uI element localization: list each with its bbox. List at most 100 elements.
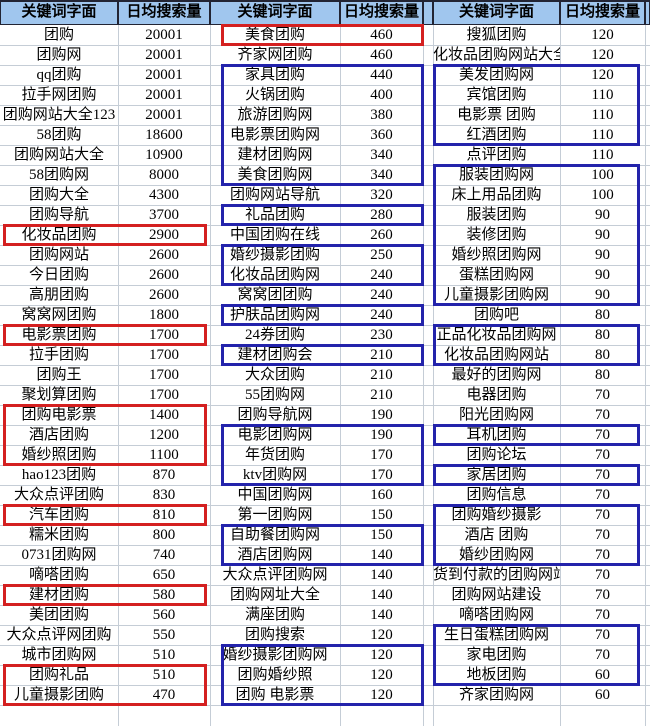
keyword-cell[interactable]: 团购婚纱照 bbox=[237, 667, 313, 683]
volume-cell[interactable]: 100 bbox=[591, 187, 614, 203]
keyword-cell[interactable]: 窝窝网团购 bbox=[21, 307, 97, 323]
volume-cell[interactable]: 110 bbox=[591, 127, 614, 143]
volume-cell[interactable]: 80 bbox=[595, 327, 610, 343]
volume-cell[interactable]: 90 bbox=[595, 287, 610, 303]
volume-cell[interactable]: 210 bbox=[370, 367, 393, 383]
volume-cell[interactable]: 20001 bbox=[145, 107, 183, 123]
keyword-cell[interactable]: 地板团购 bbox=[466, 667, 527, 683]
volume-cell[interactable]: 1700 bbox=[149, 327, 179, 343]
keyword-cell[interactable]: 阳光团购网 bbox=[458, 407, 534, 423]
keyword-cell[interactable]: 火锅团购 bbox=[244, 87, 305, 103]
volume-cell[interactable]: 1100 bbox=[149, 447, 179, 463]
volume-cell[interactable]: 340 bbox=[370, 147, 393, 163]
volume-cell[interactable]: 110 bbox=[591, 87, 614, 103]
volume-cell[interactable]: 80 bbox=[595, 307, 610, 323]
volume-cell[interactable]: 160 bbox=[370, 487, 393, 503]
volume-cell[interactable]: 70 bbox=[595, 447, 610, 463]
volume-cell[interactable]: 3700 bbox=[149, 207, 179, 223]
keyword-cell[interactable]: 建材团购网 bbox=[237, 147, 313, 163]
volume-cell[interactable]: 70 bbox=[595, 567, 610, 583]
volume-cell[interactable]: 2600 bbox=[149, 247, 179, 263]
keyword-column-header[interactable]: 关键词字面 bbox=[433, 0, 560, 25]
volume-cell[interactable]: 170 bbox=[370, 447, 393, 463]
volume-cell[interactable]: 60 bbox=[595, 667, 610, 683]
keyword-cell[interactable]: 团购搜索 bbox=[244, 627, 305, 643]
volume-cell[interactable]: 150 bbox=[370, 527, 393, 543]
volume-cell[interactable]: 120 bbox=[370, 647, 393, 663]
volume-cell[interactable]: 1200 bbox=[149, 427, 179, 443]
volume-cell[interactable]: 70 bbox=[595, 647, 610, 663]
keyword-cell[interactable]: 护肤品团购网 bbox=[229, 307, 320, 323]
keyword-cell[interactable]: 美食团购 bbox=[244, 27, 305, 43]
keyword-cell[interactable]: 床上用品团购 bbox=[451, 187, 542, 203]
volume-cell[interactable]: 170 bbox=[370, 467, 393, 483]
volume-cell[interactable]: 120 bbox=[591, 67, 614, 83]
volume-cell[interactable]: 1700 bbox=[149, 347, 179, 363]
volume-cell[interactable]: 120 bbox=[370, 667, 393, 683]
volume-cell[interactable]: 140 bbox=[370, 607, 393, 623]
keyword-cell[interactable]: 中国团购在线 bbox=[229, 227, 320, 243]
volume-cell[interactable]: 100 bbox=[591, 167, 614, 183]
keyword-cell[interactable]: 蛋糕团购网 bbox=[458, 267, 534, 283]
keyword-cell[interactable]: 家具团购 bbox=[244, 67, 305, 83]
volume-cell[interactable]: 460 bbox=[370, 47, 393, 63]
keyword-cell[interactable]: 自助餐团购网 bbox=[229, 527, 320, 543]
keyword-cell[interactable]: 团购婚纱摄影 bbox=[451, 507, 542, 523]
volume-cell[interactable]: 360 bbox=[370, 127, 393, 143]
keyword-cell[interactable]: 宾馆团购 bbox=[466, 87, 527, 103]
volume-cell[interactable]: 550 bbox=[152, 627, 176, 643]
keyword-cell[interactable]: 婚纱照团购网 bbox=[451, 247, 542, 263]
volume-cell[interactable]: 2900 bbox=[149, 227, 179, 243]
volume-cell[interactable]: 400 bbox=[370, 87, 393, 103]
volume-cell[interactable]: 140 bbox=[370, 587, 393, 603]
volume-cell[interactable]: 210 bbox=[370, 347, 393, 363]
keyword-cell[interactable]: 美发团购网 bbox=[458, 67, 534, 83]
keyword-cell[interactable]: 齐家网团购 bbox=[237, 47, 313, 63]
keyword-cell[interactable]: 团购 电影票 bbox=[235, 687, 315, 703]
volume-cell[interactable]: 650 bbox=[152, 567, 176, 583]
volume-cell[interactable]: 110 bbox=[591, 147, 614, 163]
volume-cell[interactable]: 800 bbox=[152, 527, 176, 543]
keyword-cell[interactable]: 婚纱摄影团购网 bbox=[222, 647, 328, 663]
keyword-cell[interactable]: 家电团购 bbox=[466, 647, 527, 663]
keyword-cell[interactable]: 拉手网团购 bbox=[21, 87, 97, 103]
keyword-cell[interactable]: 嘀嗒团购 bbox=[28, 567, 89, 583]
keyword-cell[interactable]: 礼品团购 bbox=[244, 207, 305, 223]
keyword-cell[interactable]: 24券团购 bbox=[244, 327, 305, 343]
keyword-cell[interactable]: 高朋团购 bbox=[28, 287, 89, 303]
volume-cell[interactable]: 70 bbox=[595, 467, 610, 483]
keyword-cell[interactable]: 大众点评团购 bbox=[13, 487, 104, 503]
volume-cell[interactable]: 230 bbox=[370, 327, 393, 343]
keyword-cell[interactable]: 电影票 团购 bbox=[457, 107, 536, 123]
volume-cell[interactable]: 90 bbox=[595, 227, 610, 243]
keyword-cell[interactable]: 耳机团购 bbox=[466, 427, 527, 443]
volume-cell[interactable]: 70 bbox=[595, 387, 610, 403]
keyword-cell[interactable]: 团购 bbox=[43, 27, 74, 43]
keyword-cell[interactable]: 55团购网 bbox=[244, 387, 305, 403]
volume-cell[interactable]: 70 bbox=[595, 527, 610, 543]
volume-cell[interactable]: 460 bbox=[370, 27, 393, 43]
keyword-cell[interactable]: 大众点评团购网 bbox=[222, 567, 328, 583]
volume-column-header[interactable]: 日均搜索量 bbox=[340, 0, 423, 25]
keyword-cell[interactable]: 儿童摄影团购网 bbox=[443, 287, 549, 303]
keyword-cell[interactable]: 团购导航 bbox=[28, 207, 89, 223]
volume-cell[interactable]: 870 bbox=[152, 467, 176, 483]
keyword-cell[interactable]: 0731团购网 bbox=[21, 547, 97, 563]
volume-cell[interactable]: 510 bbox=[152, 667, 176, 683]
volume-cell[interactable]: 70 bbox=[595, 587, 610, 603]
volume-cell[interactable]: 1400 bbox=[149, 407, 179, 423]
keyword-cell[interactable]: 服装团购网 bbox=[458, 167, 534, 183]
keyword-cell[interactable]: 齐家团购网 bbox=[458, 687, 534, 703]
volume-cell[interactable]: 240 bbox=[370, 287, 393, 303]
volume-cell[interactable]: 120 bbox=[591, 27, 614, 43]
volume-cell[interactable]: 240 bbox=[370, 307, 393, 323]
keyword-cell[interactable]: 嘀嗒团购网 bbox=[458, 607, 534, 623]
keyword-cell[interactable]: 糯米团购 bbox=[28, 527, 89, 543]
volume-cell[interactable]: 60 bbox=[595, 687, 610, 703]
keyword-cell[interactable]: 化妆品团购网 bbox=[229, 267, 320, 283]
volume-cell[interactable]: 70 bbox=[595, 547, 610, 563]
keyword-column-header[interactable]: 关键词字面 bbox=[0, 0, 118, 25]
keyword-cell[interactable]: 团购网站 bbox=[28, 247, 89, 263]
volume-cell[interactable]: 90 bbox=[595, 247, 610, 263]
keyword-cell[interactable]: 电影票团购 bbox=[21, 327, 97, 343]
